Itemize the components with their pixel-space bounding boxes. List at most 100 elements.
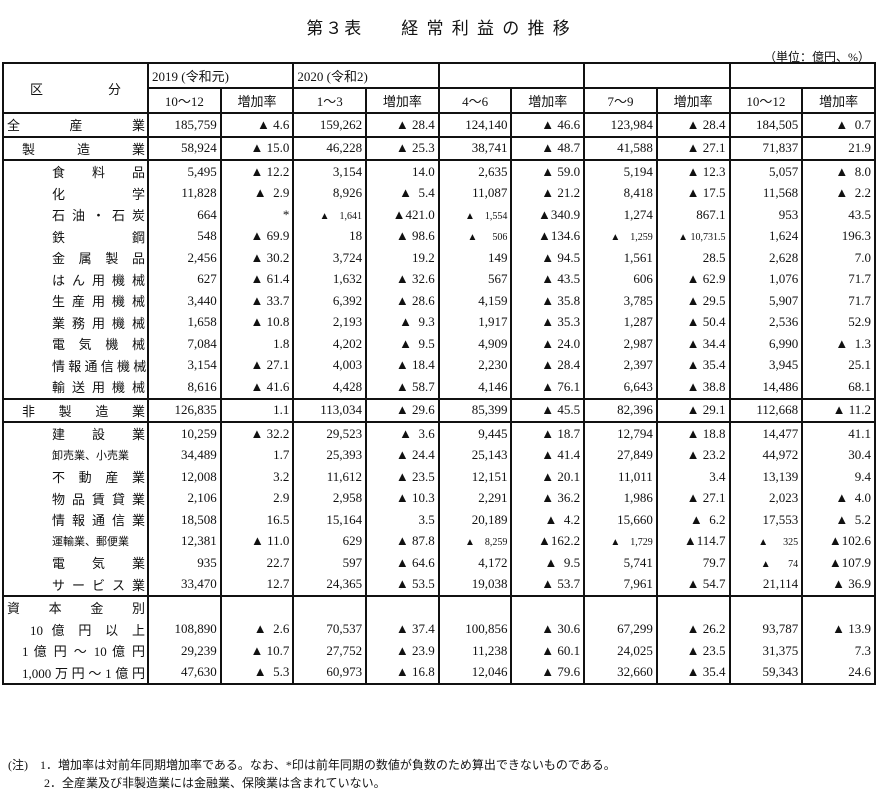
growth-rate: ▲ 28.6 xyxy=(365,290,440,312)
growth-rate: ▲ 87.8 xyxy=(365,530,440,552)
row-label: 非 製 造 業 xyxy=(2,397,149,422)
profit-value: 44,972 xyxy=(728,444,804,466)
profit-value: ▲ 1,641 xyxy=(292,204,368,226)
profit-value: 5,057 xyxy=(728,159,804,183)
profit-value: 2,397 xyxy=(583,354,658,376)
profit-value: 93,787 xyxy=(728,618,804,640)
growth-rate: ▲134.6 xyxy=(510,225,586,247)
row-label: 電 気 業 xyxy=(2,552,149,574)
row-label: 電 気 機 械 xyxy=(2,333,149,355)
growth-rate: 196.3 xyxy=(801,225,876,247)
profit-value: 2,023 xyxy=(728,487,804,509)
growth-rate: 16.5 xyxy=(219,509,295,531)
profit-value: 6,643 xyxy=(583,376,658,399)
profit-value: 2,635 xyxy=(437,159,513,183)
row-label: 輸 送 用 機 械 xyxy=(2,376,149,399)
profit-value: 5,495 xyxy=(147,159,222,183)
table-row: 10 億 円 以 上 108,890 ▲ 2.6 70,537 ▲ 37.4 100,85… xyxy=(2,618,876,640)
growth-rate: ▲ 61.4 xyxy=(219,268,295,290)
row-label: 情 報 通 信 業 xyxy=(2,509,149,531)
profit-value: 60,973 xyxy=(292,661,368,685)
growth-rate: ▲ 60.1 xyxy=(510,640,586,662)
growth-rate: 12.7 xyxy=(219,573,295,596)
notes: (注) 1．増加率は対前年同期増加率である。なお、*印は前年同期の数値が負数のた… xyxy=(8,756,616,792)
profit-value: 8,418 xyxy=(583,182,658,204)
growth-rate: ▲ 29.6 xyxy=(365,397,440,422)
growth-rate: ▲ 2.2 xyxy=(801,182,876,204)
growth-rate: ▲102.6 xyxy=(801,530,876,552)
growth-rate: ▲ 4.0 xyxy=(801,487,876,509)
profit-value: 27,752 xyxy=(292,640,368,662)
profit-value: 12,151 xyxy=(437,466,513,488)
table-row: 製 造 業 58,924 ▲ 15.0 46,228 ▲ 25.3 38,741 ▲ 48.… xyxy=(2,135,876,160)
table-row: サ ー ビ ス 業 33,470 12.7 24,365 ▲ 53.5 19,038 ▲ 5… xyxy=(2,573,876,596)
profit-value: 12,008 xyxy=(147,466,222,488)
year-header: 2019 (令和元) xyxy=(146,62,295,89)
growth-rate: 43.5 xyxy=(801,204,876,226)
profit-value: 21,114 xyxy=(728,573,804,596)
growth-rate: ▲ 23.5 xyxy=(655,640,731,662)
profit-value: 12,794 xyxy=(583,421,658,445)
profit-value: 2,987 xyxy=(583,333,658,355)
growth-rate: ▲ 23.5 xyxy=(365,466,440,488)
table-row: 1 億 円 ～ 10 億 円 29,239 ▲ 10.7 27,752 ▲ 23.9 11… xyxy=(2,640,876,662)
growth-rate: 71.7 xyxy=(801,290,876,312)
row-label: 業 務 用 機 械 xyxy=(2,311,149,333)
year-header xyxy=(583,62,731,89)
growth-rate: ▲ 16.8 xyxy=(365,661,440,685)
growth-rate: ▲ 24.0 xyxy=(510,333,586,355)
profit-value: 67,299 xyxy=(583,618,658,640)
row-label: 鉄 鋼 xyxy=(2,225,149,247)
row-label: 1 億 円 ～ 10 億 円 xyxy=(2,640,149,662)
growth-rate: ▲ 28.4 xyxy=(365,112,440,137)
profit-value: 46,228 xyxy=(292,135,368,160)
growth-rate: 1.1 xyxy=(219,397,295,422)
profit-value: 4,146 xyxy=(437,376,513,399)
growth-rate: ▲ 58.7 xyxy=(365,376,440,399)
growth-rate: 68.1 xyxy=(801,376,876,399)
note-1: (注) 1．増加率は対前年同期増加率である。なお、*印は前年同期の数値が負数のた… xyxy=(8,758,616,772)
ordinary-profit-table: 区 分 2019 (令和元) 2020 (令和2) 10～12 増加率 1～3 増加率… xyxy=(2,62,876,685)
profit-value: 71,837 xyxy=(728,135,804,160)
profit-value: 9,445 xyxy=(437,421,513,445)
period-header: 10～12 xyxy=(728,87,804,114)
growth-rate: ▲ 18.7 xyxy=(510,421,586,445)
growth-rate: 30.4 xyxy=(801,444,876,466)
profit-value: 82,396 xyxy=(583,397,658,422)
profit-value: 2,536 xyxy=(728,311,804,333)
table-row: 石 油 ・ 石 炭 664 * ▲ 1,641 ▲421.0 ▲ 1,554 ▲340.9 1… xyxy=(2,204,876,226)
growth-rate: ▲ 54.7 xyxy=(655,573,731,596)
growth-rate: ▲ 6.2 xyxy=(655,509,731,531)
row-label: 情 報 通 信 機 械 xyxy=(2,354,149,376)
growth-rate: ▲ 33.7 xyxy=(219,290,295,312)
profit-value xyxy=(728,595,804,619)
profit-value: 85,399 xyxy=(437,397,513,422)
growth-rate xyxy=(219,595,295,619)
growth-rate xyxy=(655,595,731,619)
growth-rate: 28.5 xyxy=(655,247,731,269)
table-row: 資 本 金 別 xyxy=(2,595,876,619)
profit-value: 17,553 xyxy=(728,509,804,531)
growth-rate xyxy=(510,595,586,619)
period-header: 4～6 xyxy=(437,87,513,114)
table-row: 全 産 業 185,759 ▲ 4.6 159,262 ▲ 28.4 124,140 ▲ 4… xyxy=(2,112,876,137)
growth-rate: ▲ 29.1 xyxy=(655,397,731,422)
growth-rate: ▲ 9.3 xyxy=(365,311,440,333)
growth-rate: ▲ 9.5 xyxy=(510,552,586,574)
profit-value: 59,343 xyxy=(728,661,804,685)
row-label: 食 料 品 xyxy=(2,159,149,183)
growth-rate: ▲ 10,731.5 xyxy=(655,225,731,247)
growth-rate: 24.6 xyxy=(801,661,876,685)
growth-rate: ▲ 5.2 xyxy=(801,509,876,531)
rate-header: 増加率 xyxy=(655,87,731,114)
profit-value: 27,849 xyxy=(583,444,658,466)
profit-value: 185,759 xyxy=(147,112,222,137)
growth-rate: ▲ 20.1 xyxy=(510,466,586,488)
profit-value: 18 xyxy=(292,225,368,247)
profit-value: 34,489 xyxy=(147,444,222,466)
growth-rate xyxy=(365,595,440,619)
growth-rate: ▲ 24.4 xyxy=(365,444,440,466)
profit-value: 47,630 xyxy=(147,661,222,685)
profit-value: 6,990 xyxy=(728,333,804,355)
growth-rate: ▲ 30.6 xyxy=(510,618,586,640)
